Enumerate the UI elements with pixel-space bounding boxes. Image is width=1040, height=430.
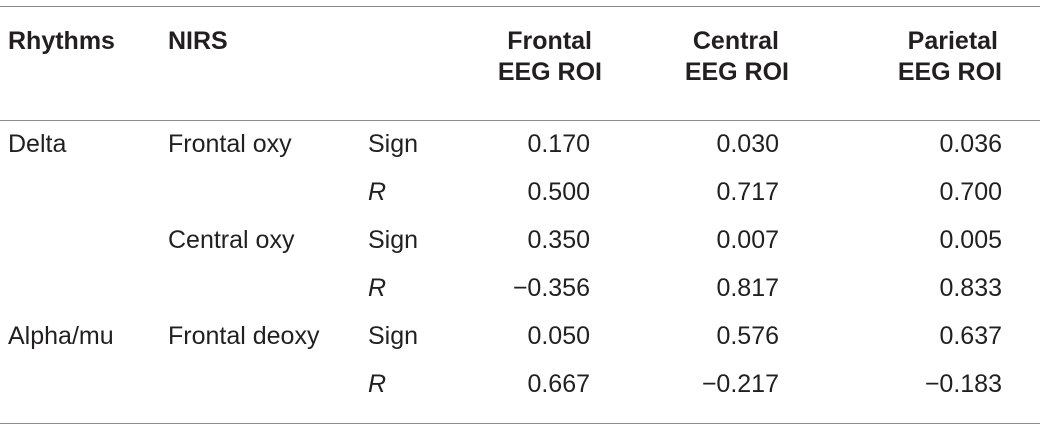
cell-rhythm xyxy=(0,264,160,312)
top-rule xyxy=(0,6,1040,7)
cell-nirs: Frontal oxy xyxy=(168,130,292,158)
cell-nirs xyxy=(160,360,368,408)
header-central-line2: EEG ROI xyxy=(684,58,789,86)
cell-stat: Sign xyxy=(368,130,419,158)
cell-nirs: Central oxy xyxy=(168,226,295,254)
table-row: Alpha/mu Frontal deoxy Sign 0.050 0.576 0.637 xyxy=(0,312,1040,360)
cell-frontal: 0.350 xyxy=(527,226,590,254)
cell-parietal: 0.700 xyxy=(939,178,1002,206)
table-row: R 0.500 0.717 0.700 xyxy=(0,168,1040,216)
table-row: Delta Frontal oxy Sign 0.170 0.030 0.036 xyxy=(0,120,1040,168)
cell-central: 0.007 xyxy=(716,226,779,254)
cell-rhythm: Alpha/mu xyxy=(8,322,114,350)
cell-rhythm: Delta xyxy=(8,130,67,158)
bottom-rule xyxy=(0,423,1040,424)
header-rule xyxy=(0,120,1040,121)
header-parietal-eeg-roi: Parietal EEG ROI xyxy=(795,7,1040,120)
header-central-eeg-roi: Central EEG ROI xyxy=(608,7,795,120)
cell-frontal: 0.050 xyxy=(527,322,590,350)
cell-frontal: 0.667 xyxy=(527,370,590,398)
table-row: R −0.356 0.817 0.833 xyxy=(0,264,1040,312)
cell-parietal: 0.637 xyxy=(939,322,1002,350)
cell-central: 0.576 xyxy=(716,322,779,350)
cell-rhythm xyxy=(0,216,160,264)
header-rhythms: Rhythms xyxy=(8,27,115,55)
header-nirs: NIRS xyxy=(168,27,228,55)
header-row: Rhythms NIRS Frontal EEG ROI Central EEG… xyxy=(0,7,1040,120)
cell-rhythm xyxy=(0,168,160,216)
cell-parietal: 0.036 xyxy=(939,130,1002,158)
cell-stat: R xyxy=(368,370,387,398)
table-body: Delta Frontal oxy Sign 0.170 0.030 0.036 R 0.50… xyxy=(0,120,1040,408)
header-stat xyxy=(368,7,468,120)
cell-stat: Sign xyxy=(368,226,419,254)
header-parietal-line2: EEG ROI xyxy=(897,58,1002,86)
cell-parietal: −0.183 xyxy=(924,370,1002,398)
cell-central: 0.030 xyxy=(716,130,779,158)
cell-central: 0.817 xyxy=(716,274,779,302)
header-frontal-line1: Frontal xyxy=(507,27,592,55)
cell-frontal: −0.356 xyxy=(512,274,590,302)
cell-stat: R xyxy=(368,274,387,302)
table-row: R 0.667 −0.217 −0.183 xyxy=(0,360,1040,408)
cell-stat: R xyxy=(368,178,387,206)
table-row: Central oxy Sign 0.350 0.007 0.005 xyxy=(0,216,1040,264)
cell-nirs xyxy=(160,168,368,216)
header-frontal-line2: EEG ROI xyxy=(497,58,602,86)
header-frontal-eeg-roi: Frontal EEG ROI xyxy=(468,7,608,120)
header-parietal-line1: Parietal xyxy=(907,27,998,55)
cell-central: 0.717 xyxy=(716,178,779,206)
header-central-line1: Central xyxy=(692,27,779,55)
cell-nirs xyxy=(160,264,368,312)
cell-central: −0.217 xyxy=(701,370,779,398)
cell-nirs: Frontal deoxy xyxy=(168,322,320,350)
cell-rhythm xyxy=(0,360,160,408)
cell-parietal: 0.005 xyxy=(939,226,1002,254)
cell-parietal: 0.833 xyxy=(939,274,1002,302)
cell-frontal: 0.170 xyxy=(527,130,590,158)
cell-stat: Sign xyxy=(368,322,419,350)
cell-frontal: 0.500 xyxy=(527,178,590,206)
results-table: Rhythms NIRS Frontal EEG ROI Central EEG… xyxy=(0,7,1040,408)
